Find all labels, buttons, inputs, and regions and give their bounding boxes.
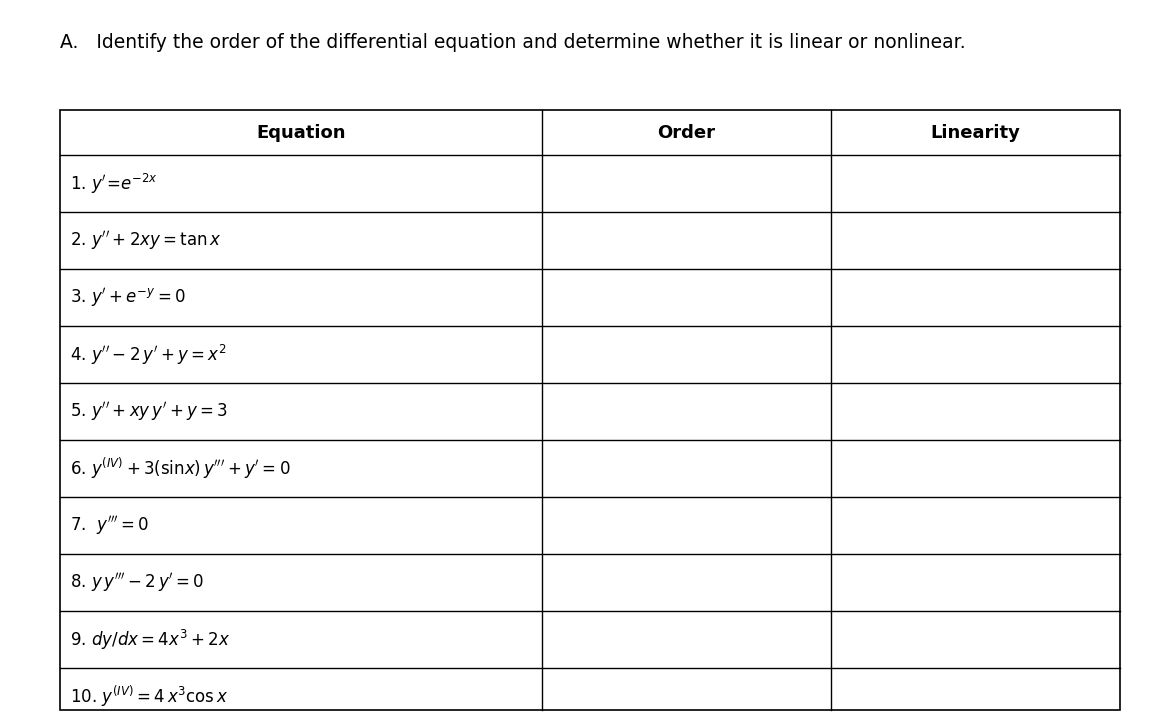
Text: 3. $y' + e^{-y} = 0$: 3. $y' + e^{-y} = 0$: [70, 286, 186, 309]
Text: Order: Order: [658, 124, 715, 142]
Text: 10. $y^{(IV)} = 4\, x^3\mathrm{cos}\, x$: 10. $y^{(IV)} = 4\, x^3\mathrm{cos}\, x$: [70, 684, 228, 709]
Text: 9. $dy/dx = 4x^3 + 2x$: 9. $dy/dx = 4x^3 + 2x$: [70, 628, 230, 651]
Text: Equation: Equation: [256, 124, 346, 142]
Text: 5. $y'' + xy\, y' + y = 3$: 5. $y'' + xy\, y' + y = 3$: [70, 400, 227, 423]
Text: 1. $y' \!=\! e^{-2x}$: 1. $y' \!=\! e^{-2x}$: [70, 172, 158, 195]
Text: 8. $y\, y''' - 2\, y' = 0$: 8. $y\, y''' - 2\, y' = 0$: [70, 571, 204, 594]
Text: 4. $y'' - 2\, y' + y = x^2$: 4. $y'' - 2\, y' + y = x^2$: [70, 342, 226, 367]
Text: A.   Identify the order of the differential equation and determine whether it is: A. Identify the order of the differentia…: [60, 32, 966, 51]
Text: 2. $y'' + 2xy = \mathrm{tan}\, x$: 2. $y'' + 2xy = \mathrm{tan}\, x$: [70, 229, 222, 252]
Text: 6. $y^{(IV)} + 3(\mathrm{sin}x)\, y''' + y' = 0$: 6. $y^{(IV)} + 3(\mathrm{sin}x)\, y''' +…: [70, 456, 291, 481]
Text: 7.  $y''' = 0$: 7. $y''' = 0$: [70, 514, 149, 537]
Bar: [60, 110, 1121, 710]
Text: Linearity: Linearity: [930, 124, 1020, 142]
